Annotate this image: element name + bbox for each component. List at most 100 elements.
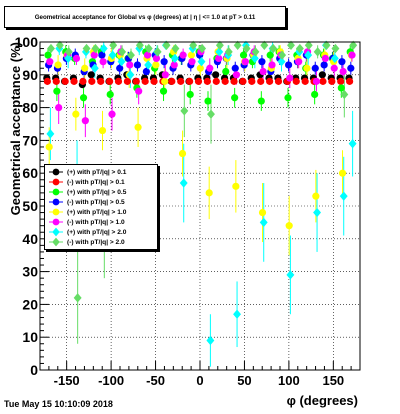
data-point bbox=[286, 270, 295, 280]
data-point bbox=[304, 50, 313, 60]
data-point bbox=[206, 335, 215, 346]
data-point bbox=[258, 208, 267, 217]
data-point bbox=[313, 47, 322, 57]
y-tick-label: 90 bbox=[22, 67, 38, 83]
data-point bbox=[79, 77, 87, 85]
data-point bbox=[150, 77, 158, 85]
data-point bbox=[189, 40, 198, 50]
data-point bbox=[79, 94, 88, 102]
data-point bbox=[114, 77, 123, 85]
data-point bbox=[232, 71, 241, 79]
data-point bbox=[126, 61, 134, 69]
data-point bbox=[53, 87, 61, 95]
data-point bbox=[230, 77, 238, 85]
data-point bbox=[82, 43, 91, 54]
chart-title: Geometrical acceptance for Global vs φ (… bbox=[4, 6, 286, 28]
data-point bbox=[233, 309, 242, 319]
data-point bbox=[303, 64, 311, 72]
data-point bbox=[339, 191, 348, 201]
data-point bbox=[142, 67, 150, 76]
data-point bbox=[153, 47, 162, 57]
data-point bbox=[159, 87, 168, 95]
legend-item: (-) with pT/|q| > 0.1 bbox=[47, 177, 125, 187]
data-point bbox=[287, 40, 295, 50]
data-point bbox=[179, 51, 187, 59]
data-point bbox=[312, 77, 321, 85]
data-point bbox=[204, 97, 212, 105]
data-point bbox=[231, 64, 239, 72]
data-point bbox=[132, 77, 140, 85]
data-point bbox=[242, 43, 251, 54]
legend-marker bbox=[49, 227, 63, 237]
data-point bbox=[206, 64, 214, 72]
chart-title-text: Geometrical acceptance for Global vs φ (… bbox=[34, 13, 256, 21]
data-point bbox=[135, 40, 144, 50]
data-point bbox=[304, 40, 313, 50]
data-point bbox=[338, 58, 346, 66]
data-point bbox=[348, 139, 357, 149]
data-point bbox=[198, 43, 207, 54]
data-point bbox=[339, 67, 347, 76]
legend-item: (-) with pT/|q| > 2.0 bbox=[47, 237, 125, 247]
data-point bbox=[285, 222, 293, 230]
data-point bbox=[179, 178, 188, 188]
data-point bbox=[286, 74, 294, 82]
data-point bbox=[322, 40, 331, 50]
legend-label: (-) with pT/|q| > 0.5 bbox=[67, 198, 125, 206]
data-point bbox=[257, 77, 265, 85]
data-point bbox=[295, 58, 303, 66]
data-point bbox=[320, 61, 328, 69]
data-point bbox=[330, 53, 339, 64]
data-point bbox=[331, 43, 340, 54]
x-tick-label: 0 bbox=[196, 373, 203, 388]
data-point bbox=[55, 40, 64, 50]
legend-label: (-) with pT/|q| > 1.0 bbox=[67, 218, 125, 226]
data-point bbox=[340, 89, 349, 100]
data-point bbox=[52, 77, 60, 85]
data-point bbox=[215, 54, 223, 63]
data-point bbox=[292, 77, 300, 85]
data-point bbox=[348, 51, 356, 59]
data-point bbox=[232, 182, 240, 190]
data-point bbox=[98, 126, 107, 135]
data-point bbox=[108, 50, 117, 60]
x-tick-label: -150 bbox=[54, 373, 80, 388]
data-point bbox=[215, 40, 224, 50]
data-point bbox=[90, 51, 98, 59]
data-point bbox=[152, 61, 160, 69]
legend-symbol bbox=[52, 178, 60, 186]
legend-marker bbox=[49, 168, 63, 176]
data-point bbox=[64, 53, 73, 64]
data-point bbox=[231, 94, 239, 102]
data-point bbox=[222, 67, 230, 76]
data-point bbox=[106, 77, 114, 85]
data-point bbox=[251, 47, 260, 57]
data-point bbox=[266, 51, 274, 59]
legend-marker bbox=[49, 237, 63, 247]
data-point bbox=[346, 77, 354, 85]
legend-marker bbox=[49, 178, 63, 186]
legend-marker bbox=[49, 198, 63, 206]
data-points bbox=[43, 40, 358, 346]
data-point bbox=[301, 77, 309, 85]
data-point bbox=[64, 47, 73, 57]
legend-symbol bbox=[52, 188, 60, 196]
data-point bbox=[81, 64, 89, 72]
data-point bbox=[144, 43, 153, 54]
data-point bbox=[338, 169, 347, 177]
x-axis-label: φ (degrees) bbox=[287, 393, 358, 408]
data-point bbox=[108, 110, 116, 118]
y-tick-label: 40 bbox=[22, 231, 38, 247]
data-point bbox=[248, 77, 256, 85]
legend-label: (+) with pT/|q| > 2.0 bbox=[67, 228, 127, 236]
y-tick-label: 100 bbox=[15, 34, 39, 50]
data-point bbox=[171, 43, 180, 54]
data-point bbox=[81, 117, 89, 125]
legend-label: (+) with pT/|q| > 0.5 bbox=[67, 188, 127, 196]
data-point bbox=[347, 64, 355, 72]
data-point bbox=[98, 51, 106, 59]
data-point bbox=[259, 67, 267, 76]
data-point bbox=[144, 60, 153, 70]
data-point bbox=[180, 106, 189, 116]
legend-symbol bbox=[52, 198, 60, 206]
